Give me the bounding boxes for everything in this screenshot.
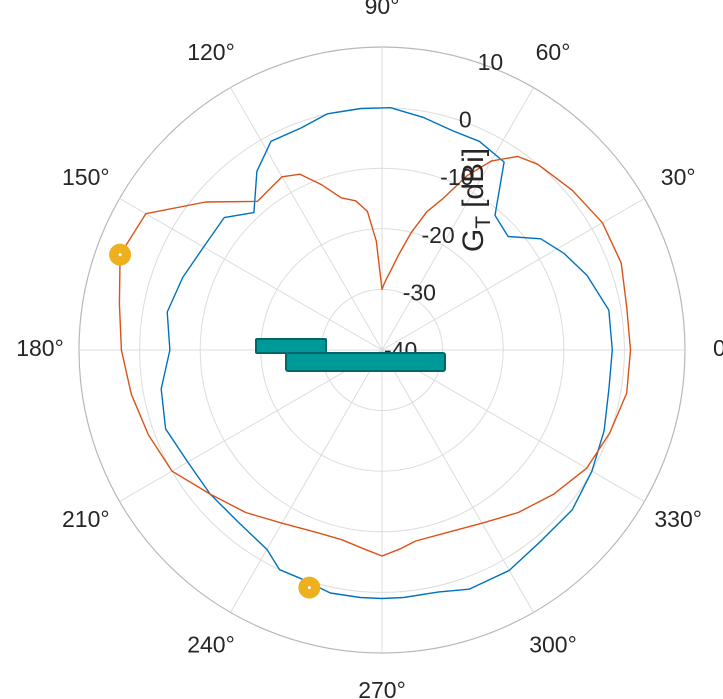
marker-point-center (307, 586, 311, 590)
theta-tick-labels: 0° 30° 60° 90° 120° 150° 180° 210° 240° 270° 300° 3… (16, 0, 723, 699)
radial-axis-label: GT[dBi] (457, 148, 495, 252)
theta-tick-label: 90° (365, 0, 400, 19)
radial-axis-label-text: GT[dBi] (457, 148, 495, 252)
grid-spoke (230, 349, 383, 613)
series-line (118, 155, 632, 557)
overlay-bar (255, 338, 327, 354)
series-lines (118, 107, 632, 600)
theta-tick-label: 150° (62, 164, 110, 190)
grid-spoke (381, 349, 645, 502)
theta-tick-label: 0° (713, 335, 723, 361)
series-line (160, 107, 613, 600)
theta-tick-label: 300° (529, 631, 577, 657)
radial-tick-labels: 100-10-20-30-40 (384, 49, 503, 363)
theta-tick-label: 120° (187, 39, 235, 65)
grid-spoke (381, 87, 534, 351)
theta-tick-label: 210° (62, 506, 110, 532)
radial-tick-label: 10 (478, 49, 504, 75)
grid-spoke (381, 349, 534, 613)
theta-tick-label: 330° (654, 506, 702, 532)
marker-point-center (118, 253, 122, 257)
radial-tick-label: -30 (403, 279, 436, 305)
theta-tick-label: 240° (187, 631, 235, 657)
theta-tick-label: 180° (16, 335, 64, 361)
radial-tick-label: -10 (440, 164, 473, 190)
radial-tick-label: 0 (459, 107, 472, 133)
overlay-bar (285, 352, 446, 372)
overlay-bars (255, 338, 446, 372)
theta-tick-label: 60° (536, 39, 571, 65)
markers (109, 243, 321, 599)
grid-spoke (381, 198, 645, 351)
grid-spoke (230, 87, 383, 351)
grid-spoke (119, 349, 383, 502)
theta-tick-label: 270° (358, 677, 406, 699)
grid-spoke (119, 198, 383, 351)
radial-tick-label: -20 (421, 222, 454, 248)
theta-tick-label: 30° (661, 164, 696, 190)
